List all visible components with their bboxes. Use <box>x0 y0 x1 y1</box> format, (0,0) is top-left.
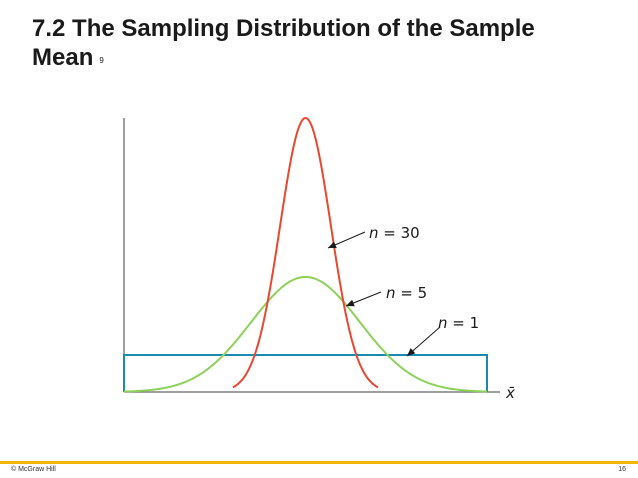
label-n1: n = 1 <box>438 314 479 332</box>
label-n5: n = 5 <box>386 284 427 302</box>
slide-title: 7.2 The Sampling Distribution of the Sam… <box>32 14 612 73</box>
arrow-n1-head <box>407 348 416 356</box>
x-axis-label: x̄ <box>505 384 515 402</box>
footer-rule <box>0 461 638 464</box>
arrow-n5-head <box>346 299 355 307</box>
series-n5-curve <box>123 275 488 393</box>
series-n1-uniform <box>123 354 488 392</box>
footnote-marker: 9 <box>99 56 104 66</box>
label-n1-value: = 1 <box>448 314 480 332</box>
label-n30-value: = 30 <box>379 224 420 242</box>
label-n30: n = 30 <box>369 224 420 242</box>
label-n5-var: n <box>386 284 396 302</box>
arrow-n30-head <box>328 241 337 249</box>
label-n1-var: n <box>438 314 448 332</box>
label-n5-value: = 5 <box>396 284 428 302</box>
footer-copyright: © McGraw Hill <box>11 466 56 473</box>
page-number: 16 <box>618 466 626 473</box>
series-n30-curve <box>232 116 379 389</box>
slide-title-text: 7.2 The Sampling Distribution of the Sam… <box>32 15 535 71</box>
label-n30-var: n <box>369 224 379 242</box>
